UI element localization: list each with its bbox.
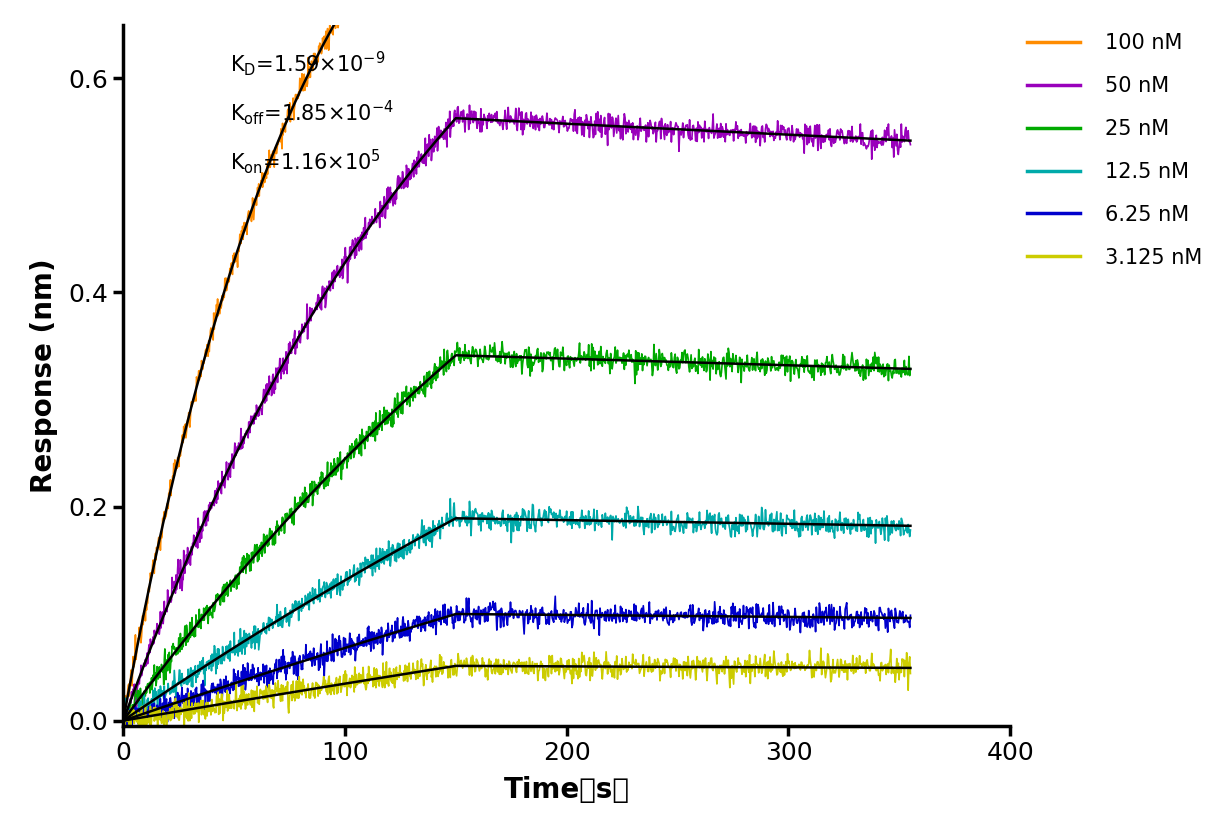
50 nM <box>462 100 477 110</box>
Text: $\mathregular{K_{off}}$=1.85×10$^{-4}$: $\mathregular{K_{off}}$=1.85×10$^{-4}$ <box>229 98 394 127</box>
12.5 nM <box>479 511 494 521</box>
25 nM <box>784 356 798 366</box>
Line: 100 nM: 100 nM <box>123 0 910 722</box>
6.25 nM <box>477 617 492 627</box>
6.25 nM <box>903 610 918 620</box>
Text: $\mathregular{K_{on}}$=1.16×10$^{5}$: $\mathregular{K_{on}}$=1.16×10$^{5}$ <box>229 148 381 177</box>
12.5 nM <box>223 656 238 666</box>
50 nM <box>365 214 379 224</box>
3.125 nM <box>223 703 238 713</box>
Line: 25 nM: 25 nM <box>123 342 910 725</box>
50 nM <box>903 139 918 149</box>
6.25 nM <box>663 606 678 615</box>
50 nM <box>784 135 798 145</box>
Line: 6.25 nM: 6.25 nM <box>123 596 910 733</box>
6.25 nM <box>784 621 798 631</box>
50 nM <box>116 714 131 724</box>
25 nM <box>903 364 918 374</box>
50 nM <box>222 458 237 468</box>
12.5 nM <box>663 530 678 540</box>
50 nM <box>478 114 493 124</box>
3.125 nM <box>663 664 678 674</box>
6.25 nM <box>116 728 131 738</box>
50 nM <box>663 126 678 136</box>
3.125 nM <box>903 668 918 678</box>
3.125 nM <box>139 727 154 737</box>
12.5 nM <box>442 493 457 503</box>
25 nM <box>122 720 137 730</box>
100 nM <box>116 717 131 727</box>
25 nM <box>366 431 381 441</box>
Text: $\mathregular{K_D}$=1.59×10$^{-9}$: $\mathregular{K_D}$=1.59×10$^{-9}$ <box>229 50 384 78</box>
25 nM <box>663 361 678 371</box>
50 nM <box>607 125 622 134</box>
3.125 nM <box>784 666 798 676</box>
6.25 nM <box>365 634 379 644</box>
25 nM <box>607 342 622 352</box>
Legend: 100 nM, 50 nM, 25 nM, 12.5 nM, 6.25 nM, 3.125 nM: 100 nM, 50 nM, 25 nM, 12.5 nM, 6.25 nM, … <box>1019 25 1210 276</box>
6.25 nM <box>548 592 563 601</box>
12.5 nM <box>784 515 798 525</box>
100 nM <box>222 276 237 285</box>
X-axis label: Time（s）: Time（s） <box>504 776 630 804</box>
12.5 nM <box>116 719 131 729</box>
Line: 3.125 nM: 3.125 nM <box>123 648 910 732</box>
25 nM <box>116 702 131 712</box>
12.5 nM <box>903 525 918 535</box>
3.125 nM <box>116 719 131 728</box>
Line: 12.5 nM: 12.5 nM <box>123 498 910 734</box>
25 nM <box>478 346 493 356</box>
6.25 nM <box>607 614 622 624</box>
12.5 nM <box>366 550 381 560</box>
Y-axis label: Response (nm): Response (nm) <box>30 258 58 493</box>
6.25 nM <box>222 683 237 693</box>
3.125 nM <box>478 672 493 681</box>
3.125 nM <box>813 644 828 653</box>
3.125 nM <box>366 681 381 691</box>
3.125 nM <box>607 673 622 683</box>
Line: 50 nM: 50 nM <box>123 105 910 719</box>
12.5 nM <box>607 515 622 525</box>
25 nM <box>223 580 238 590</box>
12.5 nM <box>118 729 133 739</box>
25 nM <box>495 337 510 346</box>
